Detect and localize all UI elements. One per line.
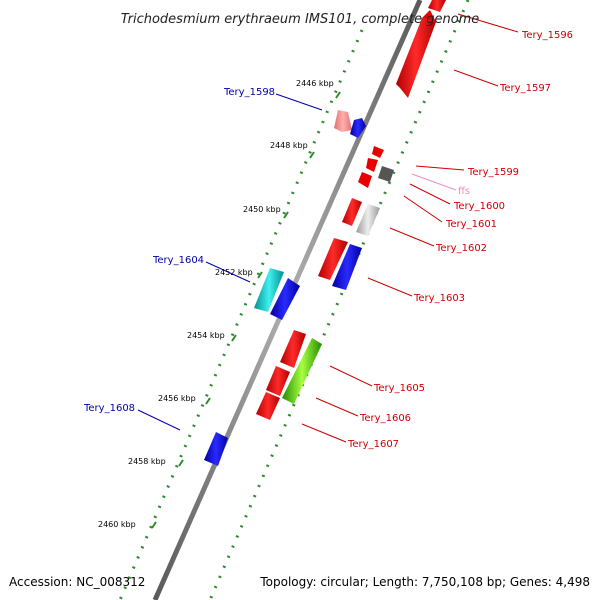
gene-arrow-tery-1606[interactable] bbox=[282, 338, 322, 404]
gene-arrow-tery-1602[interactable] bbox=[356, 204, 380, 236]
gene-arrow-pink[interactable] bbox=[334, 110, 352, 132]
tick-label: 2446 kbp bbox=[296, 79, 334, 88]
tick-mark bbox=[178, 459, 184, 467]
leader-line-1600 bbox=[409, 183, 451, 205]
gene-arrow-tery-1596[interactable] bbox=[428, 0, 446, 12]
gene-arrow-red-1606[interactable] bbox=[266, 366, 290, 396]
gene-arrow-red-1603[interactable] bbox=[318, 238, 348, 280]
tick-label: 2458 kbp bbox=[128, 457, 166, 466]
tick-mark bbox=[335, 91, 341, 99]
gene-label-ffs[interactable]: ffs bbox=[458, 186, 470, 197]
gene-arrow-tery-1605[interactable] bbox=[280, 330, 306, 368]
gene-label-tery-1598[interactable]: Tery_1598 bbox=[223, 87, 275, 98]
gene-label-tery-1604[interactable]: Tery_1604 bbox=[152, 255, 204, 266]
gene-arrow-tery-1600[interactable] bbox=[366, 158, 378, 172]
gene-arrow-tery-1600b[interactable] bbox=[358, 172, 372, 188]
tick-mark bbox=[151, 521, 157, 529]
gene-arrow-tery-1601[interactable] bbox=[378, 166, 394, 182]
gene-label-tery-1599[interactable]: Tery_1599 bbox=[467, 167, 519, 178]
leader-line-1608 bbox=[137, 409, 181, 431]
leader-line-1596 bbox=[457, 13, 519, 33]
topology-label: Topology: circular; Length: 7,750,108 bp… bbox=[259, 575, 590, 589]
gene-arrow-blue-1604[interactable] bbox=[270, 278, 300, 320]
gene-label-tery-1603[interactable]: Tery_1603 bbox=[413, 293, 465, 304]
gene-label-tery-1596[interactable]: Tery_1596 bbox=[521, 30, 573, 41]
tick-mark bbox=[205, 397, 211, 405]
gene-arrow-tery-1599[interactable] bbox=[372, 146, 384, 158]
tick-label: 2452 kbp bbox=[215, 268, 253, 277]
gene-label-tery-1600[interactable]: Tery_1600 bbox=[453, 201, 505, 212]
tick-mark bbox=[309, 151, 315, 159]
leader-line-1605 bbox=[329, 365, 373, 387]
tick-label: 2460 kbp bbox=[98, 520, 136, 529]
gene-arrow-tery-1608[interactable] bbox=[204, 432, 228, 466]
gene-arrow-tery-1597-head bbox=[422, 10, 436, 22]
gene-label-tery-1607[interactable]: Tery_1607 bbox=[347, 439, 399, 450]
gene-arrow-tery-1607[interactable] bbox=[256, 392, 280, 420]
tick-mark bbox=[231, 334, 237, 342]
leader-line-1603 bbox=[367, 277, 413, 297]
gene-label-tery-1597[interactable]: Tery_1597 bbox=[499, 83, 551, 94]
gene-arrow-tery-1604[interactable] bbox=[254, 268, 284, 312]
ring-left-dots bbox=[118, 29, 364, 600]
accession-label: Accession: NC_008312 bbox=[9, 575, 145, 589]
tick-label: 2448 kbp bbox=[270, 141, 308, 150]
leader-line-1598 bbox=[275, 93, 323, 111]
leader-line-1597 bbox=[453, 69, 499, 87]
gene-arrow-tery-1598[interactable] bbox=[350, 118, 366, 138]
gene-label-tery-1605[interactable]: Tery_1605 bbox=[373, 383, 425, 394]
tick-label: 2450 kbp bbox=[243, 205, 281, 214]
ticks: 2446 kbp 2448 kbp 2450 kbp 2452 kbp 2454… bbox=[98, 79, 341, 529]
gene-label-tery-1608[interactable]: Tery_1608 bbox=[83, 403, 135, 414]
gene-label-tery-1606[interactable]: Tery_1606 bbox=[359, 413, 411, 424]
tick-label: 2456 kbp bbox=[158, 394, 196, 403]
tick-mark bbox=[283, 211, 289, 219]
leader-line-ffs bbox=[411, 173, 457, 191]
gene-arrow-red-1602[interactable] bbox=[342, 198, 362, 226]
gene-label-tery-1602[interactable]: Tery_1602 bbox=[435, 243, 487, 254]
gene-arrow-tery-1603[interactable] bbox=[332, 244, 362, 290]
gene-arrow-tery-1597[interactable] bbox=[396, 18, 436, 98]
gene-labels: Tery_1596 Tery_1597 Tery_1598 Tery_1599 … bbox=[83, 30, 573, 450]
leader-line-1606 bbox=[315, 397, 359, 417]
tick-mark bbox=[257, 271, 263, 279]
leader-line-1607 bbox=[301, 423, 347, 443]
leader-line-1599 bbox=[415, 165, 465, 171]
map-title: Trichodesmium erythraeum IMS101, complet… bbox=[121, 12, 480, 27]
leader-lines bbox=[137, 13, 519, 443]
gene-features bbox=[204, 0, 446, 466]
leader-line-1604 bbox=[205, 261, 251, 283]
leader-line-1601 bbox=[403, 195, 443, 223]
gene-label-tery-1601[interactable]: Tery_1601 bbox=[445, 219, 497, 230]
tick-label: 2454 kbp bbox=[187, 331, 225, 340]
leader-line-1602 bbox=[389, 227, 435, 247]
